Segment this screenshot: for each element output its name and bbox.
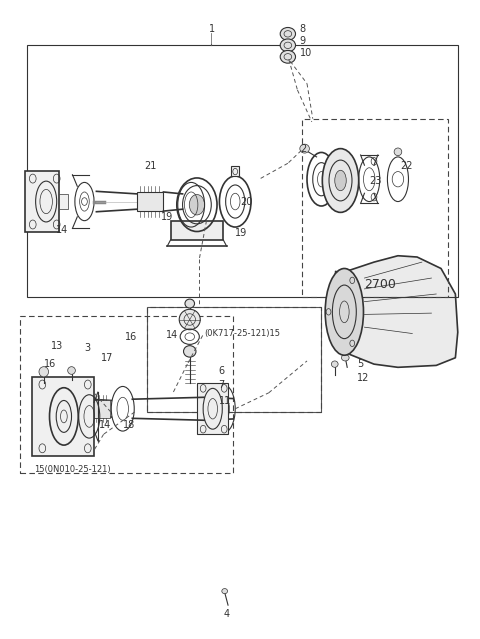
Text: 14: 14 [56,225,68,235]
Bar [91,400,110,418]
Text: 3: 3 [84,343,91,353]
Text: 16: 16 [44,359,56,369]
Text: 21: 21 [144,162,156,171]
Ellipse shape [189,194,204,215]
Ellipse shape [331,361,338,367]
Text: 18: 18 [123,420,135,429]
Ellipse shape [179,309,200,330]
Bar [147,307,322,412]
Ellipse shape [68,367,75,374]
Text: 20: 20 [240,197,252,206]
Text: 2700: 2700 [364,278,396,291]
Text: 14: 14 [99,420,111,429]
Text: 10: 10 [300,48,312,58]
Text: 8: 8 [300,24,306,35]
Text: 14: 14 [166,330,178,341]
Polygon shape [333,256,458,367]
Text: 13: 13 [51,341,63,351]
Bar [231,167,239,176]
Ellipse shape [341,355,349,361]
Bar [59,194,68,209]
Bar [27,45,458,297]
Text: 5: 5 [357,359,363,369]
Ellipse shape [183,346,196,357]
Text: 22: 22 [400,162,413,171]
Ellipse shape [335,171,346,190]
Text: 9: 9 [300,36,306,46]
Text: 4: 4 [223,609,229,619]
Bar [24,171,59,232]
Text: (0K717-25-121)15: (0K717-25-121)15 [204,329,280,338]
Bar [170,220,223,240]
Ellipse shape [222,589,228,594]
Ellipse shape [323,149,359,212]
Text: 23: 23 [369,176,382,185]
Ellipse shape [280,27,296,40]
Text: 1: 1 [209,24,215,35]
Text: 12: 12 [357,373,370,383]
Ellipse shape [280,50,296,63]
Text: 19: 19 [161,213,173,222]
Text: 16: 16 [125,332,137,343]
Bar [197,383,228,435]
Bar [32,377,94,456]
Text: 11: 11 [218,396,231,406]
Ellipse shape [325,268,363,355]
Ellipse shape [394,148,402,156]
Bar [20,316,233,472]
Text: 2: 2 [300,144,306,153]
Bar [137,192,163,211]
Ellipse shape [300,144,310,153]
Text: 19: 19 [235,228,248,238]
Text: 15(0N010-25-121): 15(0N010-25-121) [34,465,111,474]
Ellipse shape [280,39,296,52]
Bar [302,119,448,297]
Text: 17: 17 [101,353,114,363]
Bar [147,307,322,412]
Ellipse shape [185,299,194,308]
Text: 7: 7 [218,380,225,390]
Ellipse shape [39,367,48,377]
Text: 6: 6 [218,366,225,376]
